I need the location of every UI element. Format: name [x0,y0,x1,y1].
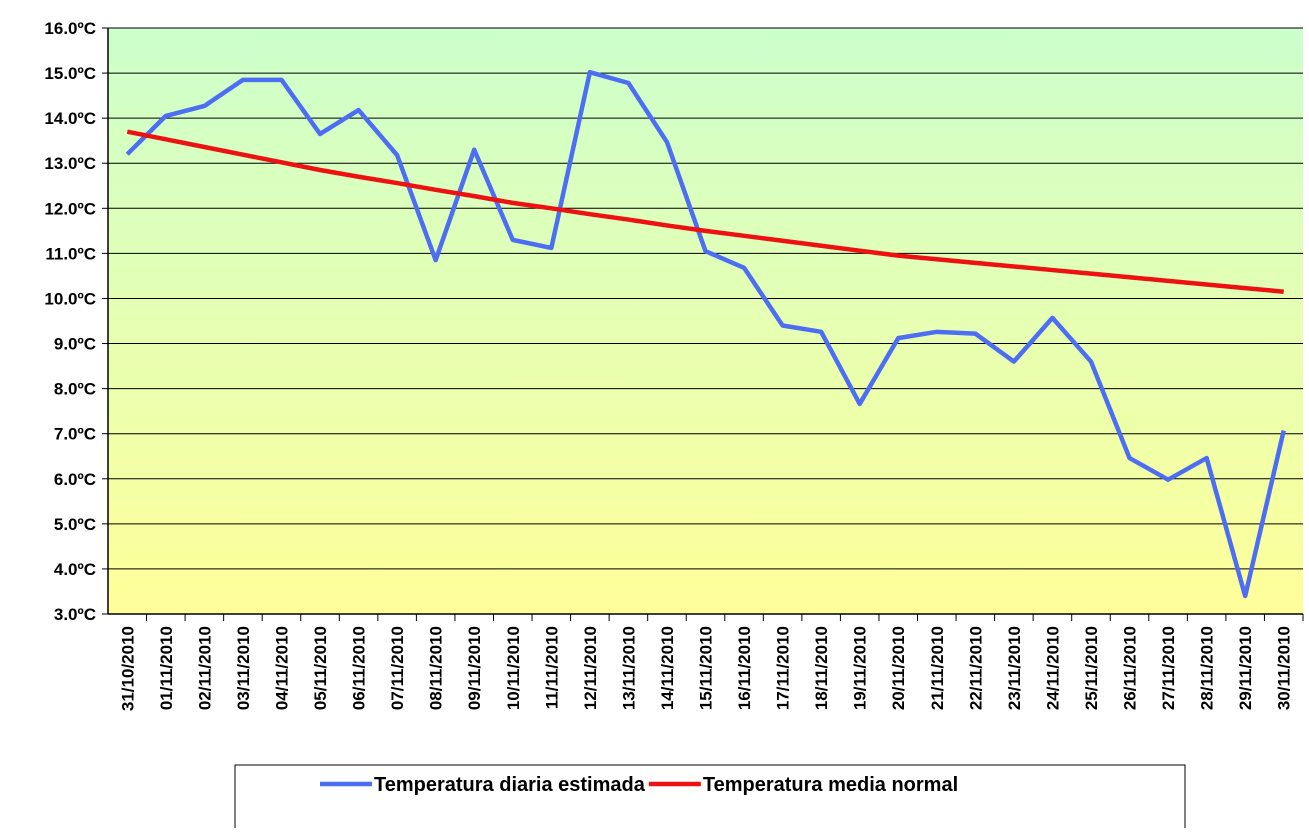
x-tick-label: 05/11/2010 [311,626,330,710]
y-tick-label: 5.0ºC [54,515,96,534]
x-tick-label: 20/11/2010 [889,626,908,710]
x-tick-label: 26/11/2010 [1121,626,1140,710]
legend-box [234,764,1186,833]
y-tick-label: 6.0ºC [54,470,96,489]
x-tick-label: 10/11/2010 [504,626,523,710]
legend: Temperatura diaria estimada Temperatura m… [234,764,1186,833]
y-tick-label: 3.0ºC [54,605,96,624]
y-tick-label: 13.0ºC [44,154,96,173]
y-tick-label: 11.0ºC [45,244,96,263]
legend-label: Temperatura diaria estimada [374,774,646,796]
x-tick-label: 14/11/2010 [658,626,677,710]
x-tick-label: 23/11/2010 [1005,626,1024,710]
x-tick-label: 11/11/2010 [542,626,561,709]
x-tick-label: 02/11/2010 [195,626,214,710]
x-tick-label: 08/11/2010 [427,626,446,710]
x-tick-label: 25/11/2010 [1082,626,1101,710]
x-tick-label: 09/11/2010 [465,626,484,710]
x-tick-label: 06/11/2010 [350,626,369,710]
x-tick-label: 13/11/2010 [619,626,638,710]
y-tick-label: 9.0ºC [54,335,96,354]
y-tick-label: 15.0ºC [44,64,96,83]
x-tick-label: 28/11/2010 [1198,626,1217,710]
x-tick-label: 04/11/2010 [272,626,291,710]
x-tick-label: 24/11/2010 [1043,626,1062,710]
x-tick-label: 21/11/2010 [928,626,947,710]
y-tick-label: 7.0ºC [54,425,96,444]
series-line [126,129,1284,294]
y-tick-label: 16.0ºC [44,19,96,38]
series-line [125,69,1286,599]
y-tick-label: 10.0ºC [44,289,96,308]
y-tick-label: 4.0ºC [54,560,96,579]
legend-label: Temperatura media normal [703,774,958,796]
x-tick-label: 31/10/2010 [118,626,137,711]
x-tick-label: 29/11/2010 [1236,626,1255,710]
x-tick-label: 12/11/2010 [581,626,600,710]
x-tick-label: 22/11/2010 [966,626,985,710]
x-tick-label: 01/11/2010 [157,626,176,710]
x-tick-label: 27/11/2010 [1159,626,1178,710]
x-tick-label: 17/11/2010 [774,626,793,710]
x-tick-label: 30/11/2010 [1275,626,1294,710]
y-tick-label: 8.0ºC [54,380,96,399]
y-tick-label: 12.0ºC [44,199,96,218]
x-tick-label: 15/11/2010 [697,626,716,710]
x-tick-label: 07/11/2010 [388,626,407,710]
x-tick-label: 18/11/2010 [812,626,831,710]
x-tick-label: 16/11/2010 [735,626,754,710]
y-tick-label: 14.0ºC [44,109,96,128]
x-tick-label: 19/11/2010 [851,626,870,710]
x-tick-label: 03/11/2010 [234,626,253,710]
plot-area [108,28,1303,614]
